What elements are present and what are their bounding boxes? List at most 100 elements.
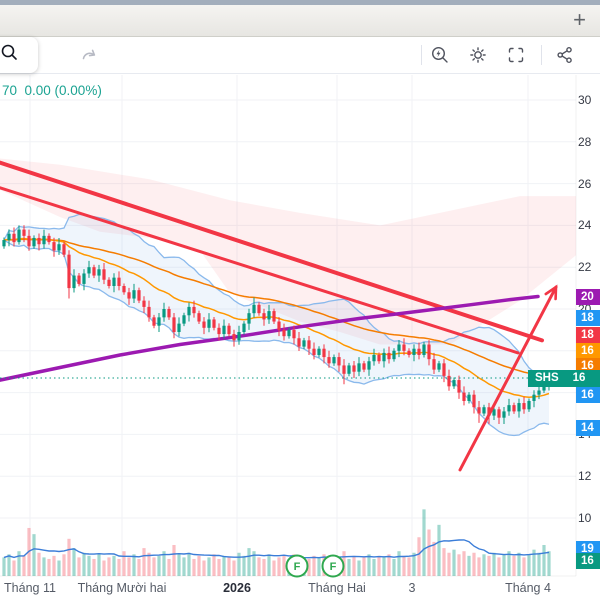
volume-bar: [32, 534, 36, 576]
ema-slow-line: [3, 238, 550, 376]
candle-body: [377, 354, 381, 362]
candle-body: [32, 237, 36, 247]
volume-bar: [282, 555, 286, 576]
volume-bar: [412, 552, 416, 576]
candle-body: [457, 380, 461, 393]
time-axis-label: Tháng 11: [4, 581, 56, 595]
candle-body: [27, 235, 31, 247]
candle-body: [117, 277, 121, 287]
volume-bar: [42, 557, 46, 576]
candle-body: [272, 311, 276, 322]
candle-body: [412, 348, 416, 355]
candle-body: [442, 363, 446, 376]
browser-tab-bar: +: [0, 5, 600, 37]
volume-bar: [492, 552, 496, 576]
candle-body: [17, 229, 21, 243]
volume-bar: [357, 560, 361, 576]
candle-body: [312, 348, 316, 355]
candle-body: [137, 290, 141, 301]
candle-body: [257, 304, 261, 314]
volume-bar: [397, 551, 401, 576]
candle-body: [247, 313, 251, 324]
quick-search-button[interactable]: [426, 41, 454, 69]
volume-bar: [447, 552, 451, 576]
candle-body: [392, 350, 396, 360]
candle-body: [452, 380, 456, 387]
candle-body: [242, 323, 246, 332]
candle-body: [67, 254, 71, 289]
redo-icon: [82, 49, 96, 60]
volume-bar: [507, 551, 511, 576]
volume-bar: [82, 552, 86, 576]
candle-body: [157, 317, 161, 326]
volume-bar: [402, 555, 406, 576]
volume-bar: [87, 555, 91, 576]
volume-bar: [2, 557, 6, 576]
plot-area: [0, 75, 576, 576]
symbol-search-button[interactable]: [0, 37, 38, 73]
toolbar-separator: [421, 45, 422, 65]
volume-bar: [262, 558, 266, 576]
candle-body: [202, 321, 206, 328]
bollinger-fill: [4, 214, 549, 436]
volume-bar: [167, 558, 171, 576]
candle-body: [262, 313, 266, 320]
volume-bar: [37, 552, 41, 576]
candle-body: [237, 331, 241, 341]
up-arrow-head: [544, 284, 558, 301]
candle-body: [447, 375, 451, 387]
time-axis[interactable]: Tháng 11 Tháng Mười hai 2026 Tháng Hai 3 Thán…: [0, 577, 600, 600]
volume-bar: [452, 549, 456, 576]
fullscreen-button[interactable]: [502, 41, 530, 69]
event-marker-f[interactable]: [285, 554, 309, 578]
volume-bar: [482, 554, 486, 576]
volume-bar: [252, 551, 256, 576]
candle-body: [232, 334, 236, 341]
settings-button[interactable]: [464, 41, 492, 69]
candle-body: [47, 235, 51, 243]
candle-body: [217, 327, 221, 335]
candle-body: [472, 394, 476, 408]
candle-body: [172, 317, 176, 332]
volume-bar: [442, 548, 446, 576]
event-marker-f[interactable]: [321, 554, 345, 578]
candle-body: [37, 237, 41, 245]
volume-bar: [522, 557, 526, 576]
time-axis-label: Tháng 4: [505, 581, 551, 595]
volume-bar: [162, 551, 166, 576]
candle-body: [322, 348, 326, 358]
volume-bar: [232, 560, 236, 576]
candle-body: [177, 323, 181, 332]
volume-bar: [347, 558, 351, 576]
candle-body: [192, 306, 196, 314]
candle-body: [57, 244, 61, 251]
candle-body: [107, 279, 111, 287]
candle-body: [367, 361, 371, 370]
share-button[interactable]: [551, 41, 579, 69]
candle-body: [492, 409, 496, 416]
new-tab-button[interactable]: +: [573, 7, 586, 32]
candle-body: [422, 344, 426, 355]
volume-bar: [422, 509, 426, 576]
candle-body: [127, 292, 131, 299]
volume-bar: [152, 557, 156, 576]
volume-bar: [107, 557, 111, 576]
volume-bar: [97, 554, 101, 576]
candle-body: [7, 233, 11, 241]
volume-bar: [72, 548, 76, 576]
candle-body: [487, 407, 491, 416]
candle-body: [147, 306, 151, 318]
candle-body: [397, 344, 401, 351]
volume-bar: [437, 524, 441, 576]
candle-body: [372, 354, 376, 362]
candle-body: [42, 235, 46, 245]
candle-body: [332, 357, 336, 364]
volume-bar: [127, 557, 131, 576]
candle-body: [12, 233, 16, 243]
redo-button[interactable]: [76, 41, 104, 69]
volume-bar: [227, 557, 231, 576]
event-marker-label: F: [330, 561, 337, 573]
candle-body: [97, 269, 101, 276]
volume-bar: [317, 557, 321, 576]
